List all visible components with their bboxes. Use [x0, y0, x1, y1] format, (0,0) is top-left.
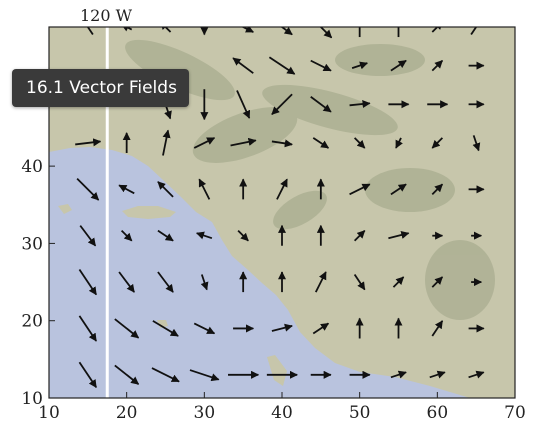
section-tooltip: 16.1 Vector Fields — [12, 69, 189, 107]
vector-arrow — [310, 96, 332, 113]
vector-arrow — [268, 56, 296, 75]
vector-arrow — [431, 137, 444, 149]
vector-arrow — [388, 231, 410, 240]
vector-arrow — [162, 129, 171, 156]
vector-arrow — [472, 135, 481, 152]
vector-arrow — [151, 367, 180, 383]
vector-arrow — [76, 178, 100, 201]
vector-arrow — [353, 230, 366, 242]
vector-arrow — [431, 320, 444, 337]
x-tick-label: 70 — [504, 403, 526, 423]
vector-arrows — [75, 27, 485, 389]
vector-arrow — [470, 27, 482, 36]
vector-arrow — [271, 323, 293, 332]
vector-arrow — [349, 183, 371, 196]
x-tick-label: 20 — [116, 403, 138, 423]
x-tick-label: 40 — [271, 403, 293, 423]
vector-arrow — [198, 178, 211, 200]
vector-arrow — [157, 271, 174, 293]
top-longitude-label: 120 W — [80, 6, 133, 25]
vector-arrow — [78, 315, 97, 342]
x-tick-label: 10 — [38, 403, 60, 423]
vector-arrow — [319, 27, 333, 39]
vector-arrow — [392, 276, 405, 288]
vector-arrow — [114, 318, 140, 339]
vector-arrow — [353, 274, 366, 291]
y-axis-ticks: 10 20 30 40 — [21, 157, 55, 409]
vector-arrow — [114, 364, 140, 385]
vector-arrow — [118, 184, 135, 195]
vector-arrow — [349, 99, 371, 109]
vector-arrow — [237, 230, 249, 242]
vector-arrow — [271, 139, 293, 148]
vector-arrow — [236, 90, 251, 119]
vector-arrow — [390, 59, 407, 72]
vector-arrow — [195, 231, 213, 240]
vector-arrow — [429, 370, 446, 379]
vector-arrow — [120, 27, 133, 32]
vector-arrow — [390, 183, 407, 196]
vector-arrow — [78, 361, 97, 389]
vector-arrow — [314, 271, 327, 293]
vector-arrow — [271, 93, 293, 115]
vector-arrow — [157, 181, 174, 198]
vector-arrow — [200, 274, 209, 291]
vector-arrow — [82, 27, 94, 36]
vector-arrow — [390, 370, 407, 379]
vector-arrow — [353, 137, 366, 149]
vector-arrow — [152, 320, 179, 337]
vector-arrow — [395, 137, 403, 149]
vector-arrow — [157, 229, 174, 242]
vector-arrow — [431, 276, 444, 288]
vector-arrow — [193, 322, 216, 335]
y-tick-label: 10 — [21, 389, 43, 409]
vector-arrow — [120, 230, 133, 242]
vector-arrow — [118, 271, 135, 293]
vector-arrow — [312, 322, 330, 335]
y-tick-label: 20 — [21, 312, 43, 332]
vector-arrow — [78, 269, 97, 296]
vector-arrow — [431, 59, 444, 72]
x-tick-label: 60 — [427, 403, 449, 423]
y-tick-label: 40 — [21, 157, 43, 177]
vector-arrow — [276, 178, 288, 200]
vector-arrow — [310, 59, 332, 72]
vector-arrow — [468, 370, 485, 379]
vector-arrow — [232, 57, 254, 74]
vector-arrow — [79, 225, 97, 247]
y-tick-label: 30 — [21, 234, 43, 254]
vector-arrow — [75, 138, 102, 147]
vector-arrow — [280, 27, 293, 36]
vector-arrow — [431, 183, 444, 195]
x-tick-label: 50 — [349, 403, 371, 423]
vector-arrow — [230, 137, 257, 147]
x-axis-ticks: 10 20 30 40 50 60 70 — [38, 392, 526, 423]
vector-arrow — [351, 61, 369, 70]
vector-arrow — [312, 137, 330, 149]
x-tick-label: 30 — [194, 403, 216, 423]
vector-arrow — [193, 137, 216, 149]
vector-arrow — [189, 369, 220, 382]
